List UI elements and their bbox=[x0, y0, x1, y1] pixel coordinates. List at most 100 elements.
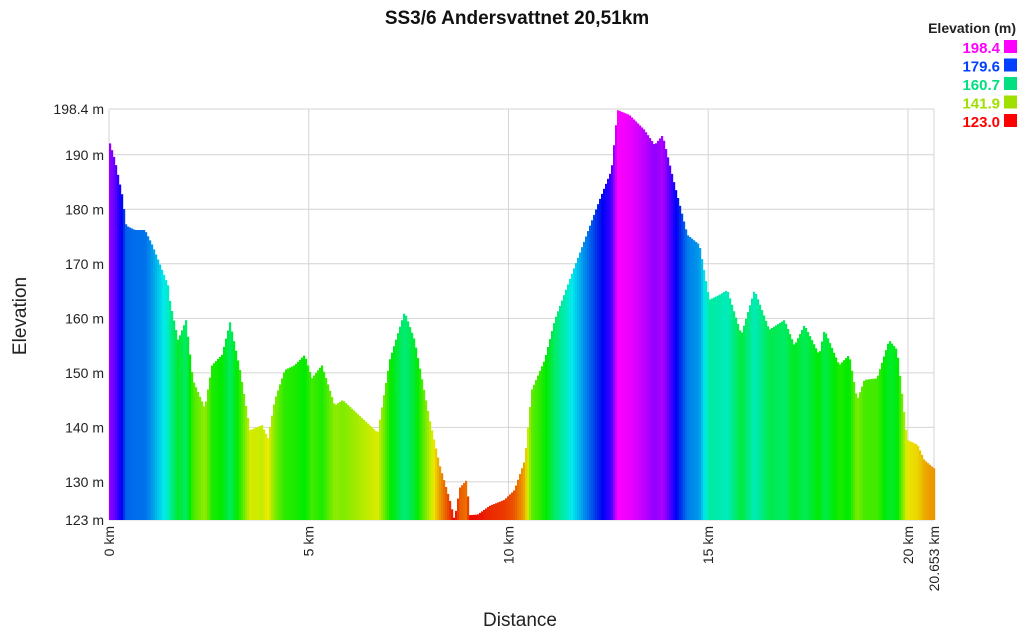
elevation-bar bbox=[553, 323, 556, 520]
elevation-bar bbox=[881, 362, 884, 520]
elevation-bar bbox=[469, 515, 472, 520]
elevation-bar bbox=[635, 121, 638, 520]
elevation-bar bbox=[267, 438, 270, 520]
elevation-bar bbox=[167, 285, 170, 520]
elevation-bar bbox=[567, 284, 570, 520]
elevation-bar bbox=[457, 498, 460, 520]
elevation-bar bbox=[811, 340, 814, 520]
elevation-bar bbox=[277, 390, 280, 520]
elevation-bar bbox=[185, 320, 188, 520]
elevation-bar bbox=[137, 230, 140, 520]
elevation-bar bbox=[645, 132, 648, 520]
elevation-bar bbox=[743, 325, 746, 520]
elevation-bar bbox=[389, 359, 392, 520]
elevation-bar bbox=[669, 165, 672, 520]
elevation-bar bbox=[461, 485, 464, 520]
elevation-bar bbox=[853, 382, 856, 520]
elevation-bar bbox=[391, 352, 394, 520]
elevation-bar bbox=[533, 384, 536, 520]
elevation-bar bbox=[247, 417, 250, 520]
elevation-bar bbox=[401, 320, 404, 520]
elevation-bar bbox=[543, 361, 546, 520]
elevation-bar bbox=[229, 322, 232, 520]
elevation-bar bbox=[547, 347, 550, 520]
y-tick-label: 140 m bbox=[65, 419, 104, 435]
elevation-bar bbox=[155, 254, 158, 520]
elevation-bar bbox=[787, 328, 790, 520]
elevation-bar bbox=[613, 145, 616, 520]
elevation-bar bbox=[675, 190, 678, 520]
elevation-bar bbox=[257, 426, 260, 520]
elevation-bar bbox=[699, 248, 702, 520]
elevation-bar bbox=[255, 427, 258, 520]
elevation-bar bbox=[623, 112, 626, 521]
elevation-bar bbox=[775, 325, 778, 520]
elevation-bar bbox=[745, 318, 748, 520]
elevation-bar bbox=[295, 363, 298, 520]
elevation-bar bbox=[427, 410, 430, 520]
elevation-bar bbox=[481, 511, 484, 520]
elevation-bar bbox=[539, 370, 542, 520]
elevation-bar bbox=[173, 320, 176, 520]
elevation-bar bbox=[239, 369, 242, 520]
elevation-bar bbox=[803, 325, 806, 520]
elevation-bar bbox=[483, 509, 486, 520]
elevation-bar bbox=[569, 279, 572, 520]
elevation-bar bbox=[431, 430, 434, 520]
elevation-bar bbox=[357, 414, 360, 520]
elevation-bar bbox=[495, 503, 498, 520]
legend-label: 141.9 bbox=[962, 96, 1000, 113]
elevation-bar bbox=[159, 264, 162, 520]
elevation-bar bbox=[685, 229, 688, 521]
elevation-bar bbox=[339, 401, 342, 520]
elevation-bar bbox=[305, 358, 308, 520]
elevation-bar bbox=[727, 292, 730, 520]
elevation-bar bbox=[641, 127, 644, 521]
elevation-bar bbox=[293, 365, 296, 520]
elevation-bar bbox=[225, 338, 228, 520]
elevation-bar bbox=[139, 230, 142, 520]
elevation-bar bbox=[921, 454, 924, 520]
elevation-bar bbox=[353, 410, 356, 520]
elevation-bar bbox=[873, 378, 876, 520]
elevation-bar bbox=[871, 378, 874, 520]
elevation-bar bbox=[903, 411, 906, 520]
elevation-bar bbox=[741, 332, 744, 520]
legend-swatch bbox=[1004, 114, 1017, 127]
elevation-bar bbox=[337, 403, 340, 520]
elevation-bar bbox=[465, 480, 468, 520]
elevation-bar bbox=[351, 408, 354, 520]
elevation-bar bbox=[795, 342, 798, 520]
elevation-bar bbox=[733, 311, 736, 520]
elevation-bar bbox=[875, 378, 878, 520]
elevation-bar bbox=[619, 111, 622, 520]
elevation-bar bbox=[689, 237, 692, 520]
elevation-bar bbox=[443, 480, 446, 520]
y-axis-ticks: 123 m 130 m 140 m 150 m 160 m 170 m 180 m 190 m… bbox=[53, 101, 104, 528]
elevation-bar bbox=[491, 504, 494, 520]
elevation-bar bbox=[821, 341, 824, 520]
elevation-bar bbox=[679, 205, 682, 520]
elevation-bar bbox=[135, 230, 138, 520]
x-tick-label: 10 km bbox=[500, 526, 516, 564]
elevation-bar bbox=[127, 226, 130, 520]
elevation-bar bbox=[865, 379, 868, 520]
elevation-bar bbox=[285, 369, 288, 520]
elevation-bar bbox=[517, 479, 520, 520]
elevation-bar bbox=[289, 367, 292, 520]
elevation-bar bbox=[563, 295, 566, 520]
elevation-bar bbox=[435, 448, 438, 520]
elevation-bar bbox=[333, 403, 336, 520]
elevation-bar bbox=[147, 236, 150, 520]
elevation-bar bbox=[863, 380, 866, 520]
elevation-bar bbox=[157, 259, 160, 520]
elevation-bar bbox=[653, 144, 656, 520]
elevation-bar bbox=[769, 329, 772, 520]
elevation-bar bbox=[599, 198, 602, 520]
elevation-bar bbox=[721, 293, 724, 520]
x-tick-label: 15 km bbox=[700, 526, 716, 564]
elevation-bar bbox=[371, 427, 374, 520]
elevation-bar bbox=[541, 366, 544, 520]
elevation-bar bbox=[807, 332, 810, 520]
elevation-bar bbox=[165, 280, 168, 520]
